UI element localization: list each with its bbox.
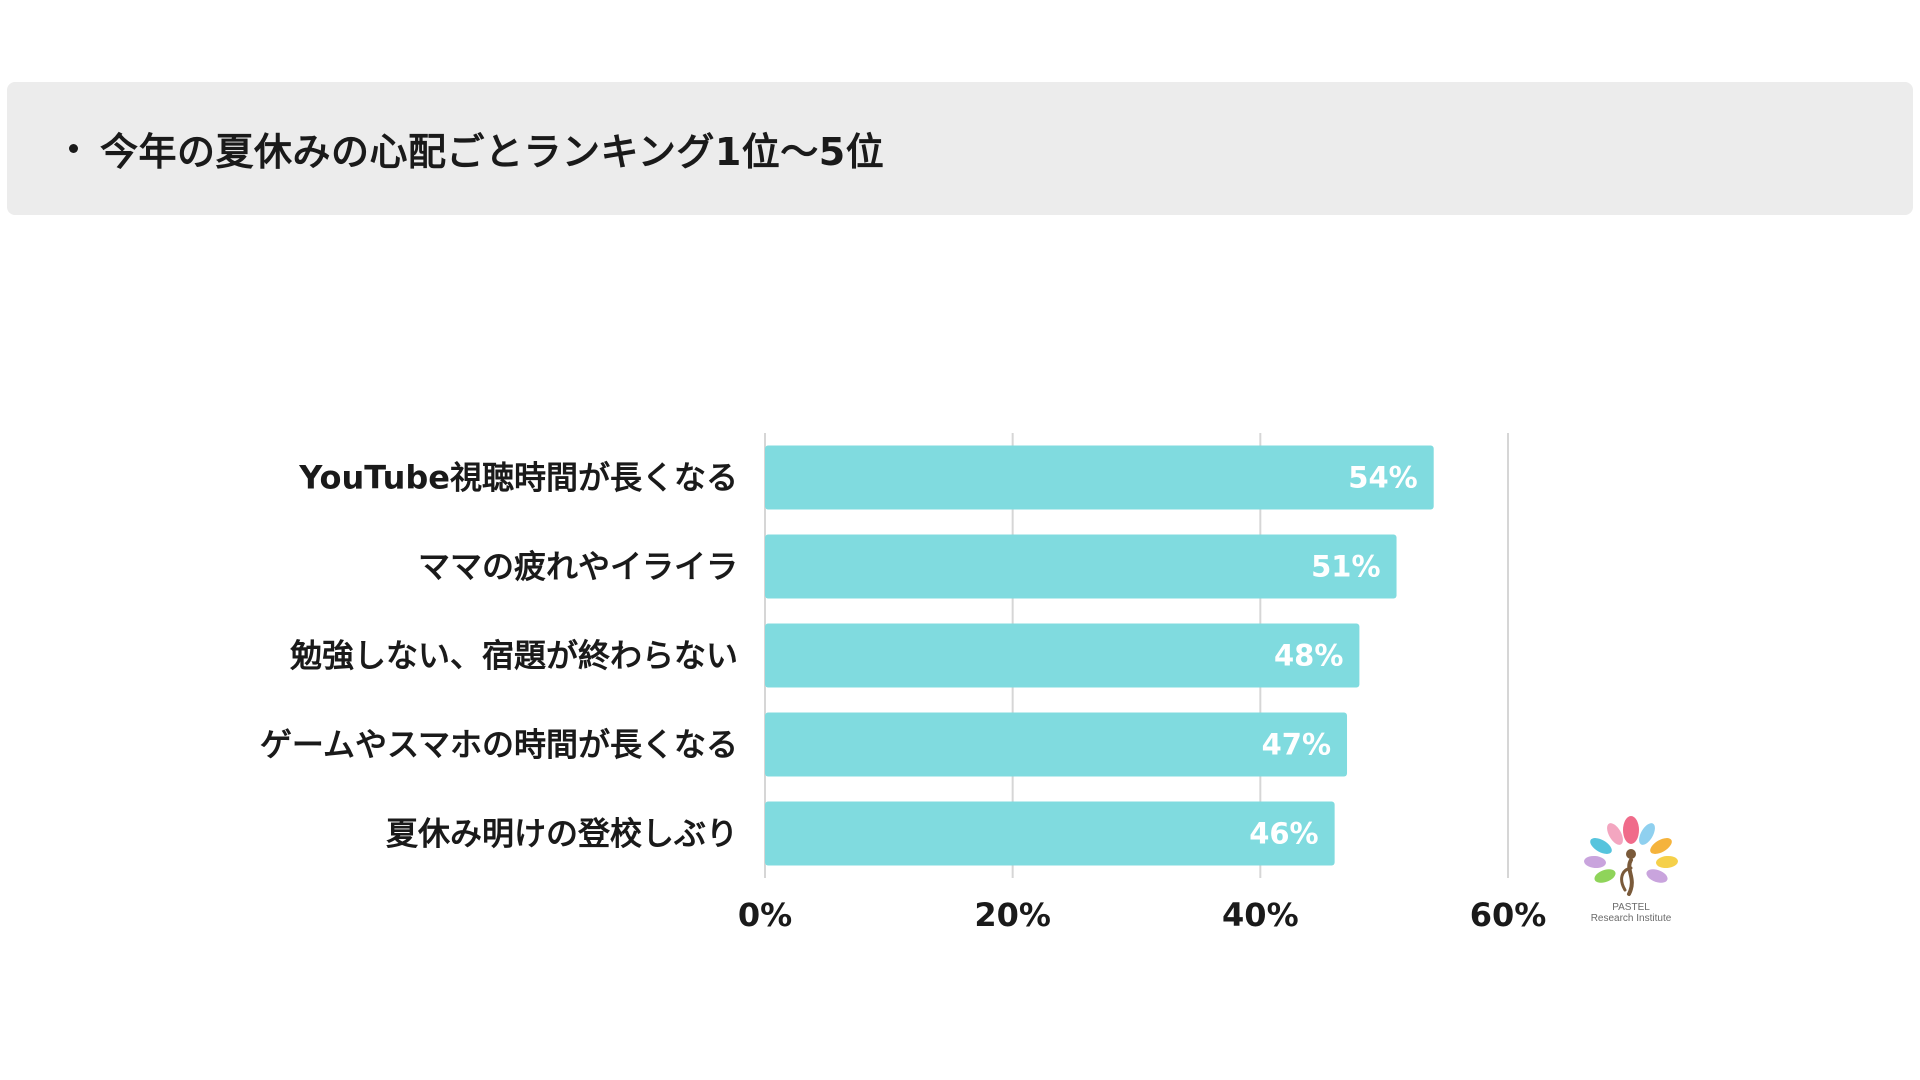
page-title: 今年の夏休みの心配ごとランキング1位〜5位 xyxy=(69,82,884,215)
data-label-1: 51% xyxy=(1311,550,1380,584)
bar-4 xyxy=(765,801,1335,866)
category-label-1: ママの疲れやイライラ xyxy=(418,548,738,586)
category-label-2: 勉強しない、宿題が終わらない xyxy=(289,637,738,675)
data-label-0: 54% xyxy=(1348,461,1417,495)
header-band: 今年の夏休みの心配ごとランキング1位〜5位 xyxy=(7,82,1913,215)
category-label-4: 夏休み明けの登校しぶり xyxy=(386,815,738,853)
logo-line2: Research Institute xyxy=(1590,913,1672,924)
bar-2 xyxy=(765,623,1360,688)
x-tick-label-3: 60% xyxy=(1470,896,1547,934)
data-label-3: 47% xyxy=(1262,728,1331,762)
flower-logo-icon xyxy=(1584,816,1678,896)
data-label-4: 46% xyxy=(1249,817,1318,851)
bar-3 xyxy=(765,712,1348,777)
x-tick-label-2: 40% xyxy=(1222,896,1299,934)
bar-0 xyxy=(765,445,1434,510)
data-label-2: 48% xyxy=(1274,639,1343,673)
pastel-logo: PASTEL Research Institute xyxy=(1575,810,1687,928)
x-tick-label-0: 0% xyxy=(738,896,792,934)
x-tick-label-1: 20% xyxy=(974,896,1051,934)
logo-line1: PASTEL xyxy=(1612,902,1650,913)
category-label-0: YouTube視聴時間が長くなる xyxy=(298,459,738,497)
category-label-3: ゲームやスマホの時間が長くなる xyxy=(260,726,738,764)
bullet-dot xyxy=(69,144,78,153)
bar-1 xyxy=(765,534,1397,599)
page-title-text: 今年の夏休みの心配ごとランキング1位〜5位 xyxy=(100,130,885,174)
